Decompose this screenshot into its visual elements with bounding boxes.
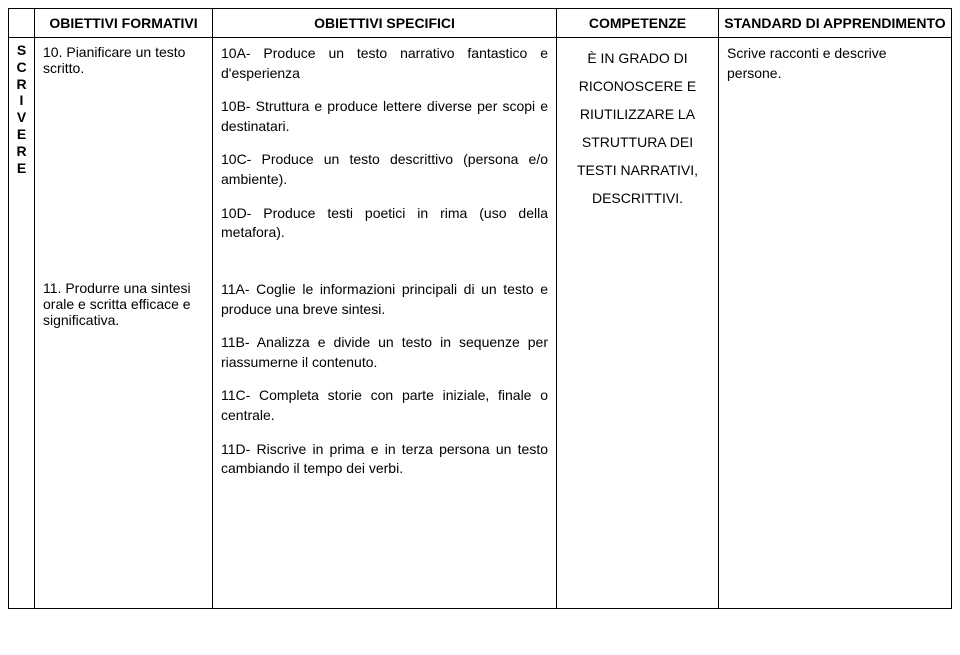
side-letter: R: [9, 143, 34, 160]
specifici-11d: 11D- Riscrive in prima e in terza person…: [221, 440, 548, 479]
competenze-line: TESTI NARRATIVI,: [565, 156, 710, 184]
side-letter: I: [9, 92, 34, 109]
side-letter: E: [9, 160, 34, 177]
col-specifici: 10A- Produce un testo narrativo fantasti…: [213, 38, 557, 608]
competenze-line: STRUTTURA DEI: [565, 128, 710, 156]
curriculum-table: OBIETTIVI FORMATIVI OBIETTIVI SPECIFICI …: [8, 8, 952, 609]
specifici-11b: 11B- Analizza e divide un testo in seque…: [221, 333, 548, 372]
competenze-line: RIUTILIZZARE LA: [565, 100, 710, 128]
competenze-line: È IN GRADO DI: [565, 44, 710, 72]
col-competenze: È IN GRADO DI RICONOSCERE E RIUTILIZZARE…: [557, 38, 719, 608]
specifici-10b: 10B- Struttura e produce lettere diverse…: [221, 97, 548, 136]
formativi-item-11: 11. Produrre una sintesi orale e scritta…: [43, 280, 204, 328]
specifici-10d: 10D- Produce testi poetici in rima (uso …: [221, 204, 548, 243]
specifici-10c: 10C- Produce un testo descrittivo (perso…: [221, 150, 548, 189]
col-standard: Scrive racconti e descrive persone.: [719, 38, 951, 608]
table-body-row: S C R I V E R E 10. Pianificare un testo…: [9, 38, 951, 608]
specifici-11c: 11C- Completa storie con parte iniziale,…: [221, 386, 548, 425]
competenze-line: DESCRITTIVI.: [565, 184, 710, 212]
col-formativi: 10. Pianificare un testo scritto. 11. Pr…: [35, 38, 213, 608]
formativi-item-10: 10. Pianificare un testo scritto.: [43, 44, 204, 76]
table-header-row: OBIETTIVI FORMATIVI OBIETTIVI SPECIFICI …: [9, 9, 951, 38]
side-letter: V: [9, 109, 34, 126]
specifici-10a: 10A- Produce un testo narrativo fantasti…: [221, 44, 548, 83]
header-formativi: OBIETTIVI FORMATIVI: [35, 9, 213, 37]
side-letter: E: [9, 126, 34, 143]
header-specifici: OBIETTIVI SPECIFICI: [213, 9, 557, 37]
specifici-11a: 11A- Coglie le informazioni principali d…: [221, 280, 548, 319]
header-side-spacer: [9, 9, 35, 37]
header-competenze: COMPETENZE: [557, 9, 719, 37]
standard-text: Scrive racconti e descrive persone.: [727, 44, 943, 83]
header-standard: STANDARD DI APPRENDIMENTO: [719, 9, 951, 37]
side-label-scrivere: S C R I V E R E: [9, 38, 35, 608]
side-letter: S: [9, 42, 34, 59]
competenze-line: RICONOSCERE E: [565, 72, 710, 100]
side-letter: C: [9, 59, 34, 76]
side-letter: R: [9, 76, 34, 93]
